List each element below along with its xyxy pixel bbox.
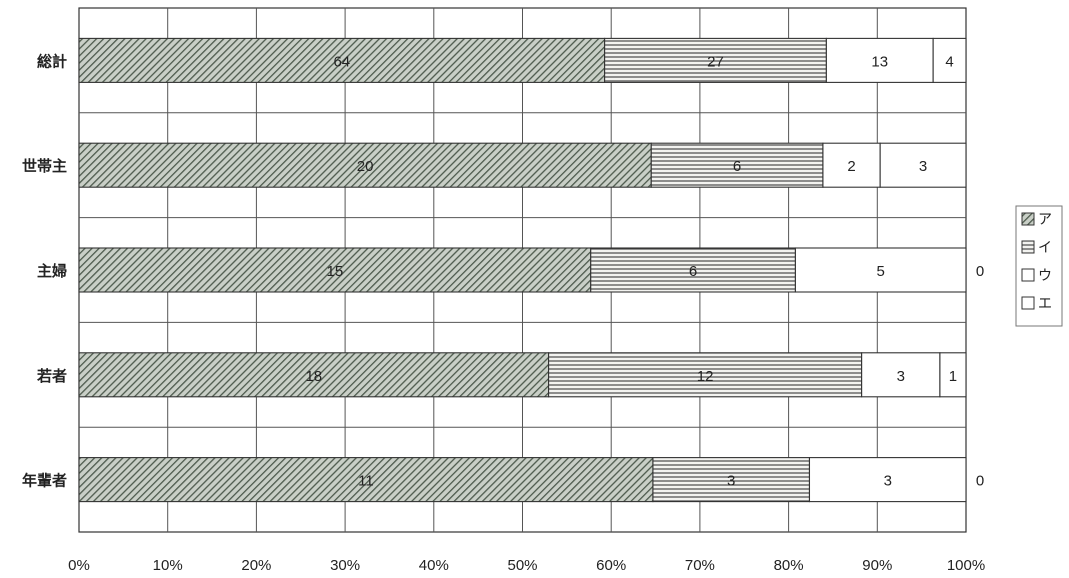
- bar-segment: [879, 142, 967, 188]
- data-label: 18: [305, 368, 322, 385]
- category-label: 世帯主: [22, 157, 67, 175]
- legend-label: イ: [1038, 240, 1052, 256]
- legend-label: ア: [1038, 212, 1052, 228]
- bar-segment: [650, 142, 824, 188]
- bar-segment: [861, 352, 941, 398]
- data-label: 1: [949, 368, 957, 385]
- bars: [78, 37, 967, 503]
- bar-segment: [78, 457, 654, 503]
- x-tick-label: 80%: [774, 557, 804, 574]
- x-tick-label: 100%: [947, 557, 985, 574]
- data-label: 3: [919, 158, 927, 175]
- data-label: 2: [847, 158, 855, 175]
- x-tick-label: 20%: [241, 557, 271, 574]
- category-label: 若者: [36, 367, 67, 385]
- category-label: 主婦: [37, 262, 67, 280]
- data-label: 11: [358, 473, 374, 490]
- x-tick-label: 10%: [153, 557, 183, 574]
- data-labels: 64 27 13 420 6 2 315 6 5 018 12 3 111 3 3 0: [305, 53, 984, 489]
- x-tick-label: 30%: [330, 557, 360, 574]
- bar-segment: [932, 37, 967, 83]
- x-tick-label: 50%: [507, 557, 537, 574]
- legend-label: ウ: [1038, 268, 1052, 284]
- data-label: 0: [976, 473, 984, 490]
- legend-swatch: [1021, 268, 1035, 282]
- data-label: 13: [871, 53, 888, 70]
- data-label: 12: [697, 368, 714, 385]
- bar-segment: [604, 37, 827, 83]
- data-label: 20: [357, 158, 374, 175]
- bar-segment: [78, 142, 652, 188]
- bar-segment: [78, 247, 592, 293]
- bar-segment: [548, 352, 863, 398]
- data-label: 3: [897, 368, 905, 385]
- x-tick-label: 70%: [685, 557, 715, 574]
- data-label: 64: [333, 53, 350, 70]
- x-tick-label: 40%: [419, 557, 449, 574]
- bar-segment: [590, 247, 796, 293]
- x-tick-label: 0%: [68, 557, 90, 574]
- data-label: 5: [877, 263, 885, 280]
- x-tick-label: 90%: [862, 557, 892, 574]
- legend-swatch: [1021, 212, 1035, 226]
- bar-segment: [794, 247, 967, 293]
- category-label: 総計: [37, 52, 67, 70]
- x-tick-label: 60%: [596, 557, 626, 574]
- data-label: 3: [884, 473, 892, 490]
- legend-label: エ: [1038, 296, 1052, 312]
- bar-segment: [808, 457, 967, 503]
- data-label: 6: [733, 158, 741, 175]
- bar-segment: [78, 37, 606, 83]
- data-label: 27: [707, 53, 724, 70]
- data-label: 6: [689, 263, 697, 280]
- legend-swatch: [1021, 240, 1035, 254]
- x-axis-ticks: 0% 10% 20% 30% 40% 50% 60% 70% 80% 90% 100%: [68, 557, 985, 574]
- bar-segment: [825, 37, 934, 83]
- bar-segment: [652, 457, 811, 503]
- data-label: 15: [327, 263, 344, 280]
- data-label: 4: [945, 53, 953, 70]
- data-label: 3: [727, 473, 735, 490]
- bar-segment: [78, 352, 550, 398]
- category-label: 年輩者: [22, 472, 67, 490]
- bar-segment: [939, 352, 967, 398]
- data-label: 0: [976, 263, 984, 280]
- legend-swatch: [1021, 296, 1035, 310]
